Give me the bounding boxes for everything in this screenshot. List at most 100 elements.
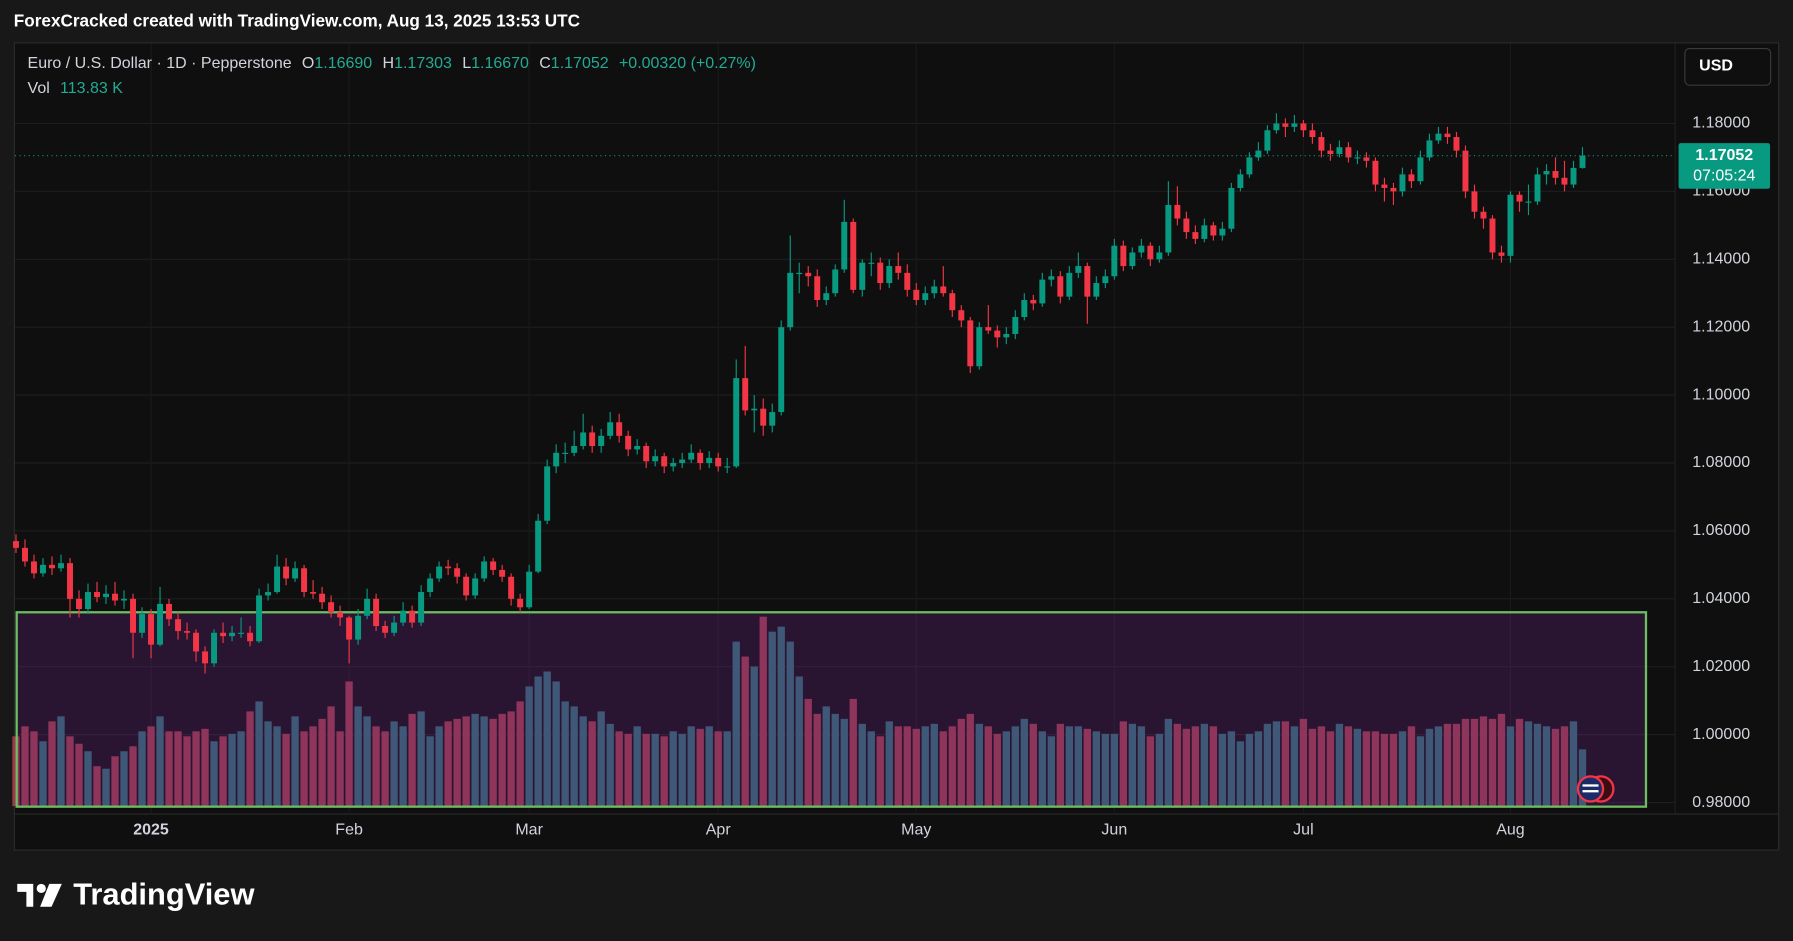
candle-body: [994, 330, 1001, 338]
candle-body: [814, 276, 821, 301]
candle-body: [301, 568, 308, 593]
volume-bar: [147, 726, 155, 807]
candle-body: [1210, 225, 1217, 236]
volume-bar: [876, 736, 884, 807]
candle-body: [625, 435, 632, 450]
volume-bar: [183, 736, 191, 807]
flag-stripe: [1582, 784, 1599, 787]
field-key: H: [383, 55, 395, 72]
candle-body: [850, 221, 857, 290]
volume-bar: [84, 751, 92, 807]
volume-bar: [1299, 718, 1308, 807]
y-tick-label: 1.04000: [1692, 590, 1750, 607]
volume-bar: [822, 706, 830, 807]
volume-bar: [534, 676, 542, 807]
volume-bar: [660, 736, 668, 807]
x-tick-label: Mar: [515, 821, 543, 838]
currency-button[interactable]: [1684, 48, 1772, 86]
candle-body: [1228, 187, 1235, 229]
volume-bar: [210, 741, 218, 807]
candle-body: [1570, 167, 1577, 185]
candle-body: [1201, 225, 1208, 239]
candle-body: [1444, 133, 1451, 138]
volume-bar: [1173, 723, 1182, 807]
candle-body: [823, 293, 830, 301]
candle-body: [940, 286, 947, 294]
volume-bar: [498, 713, 506, 807]
volume-bar: [273, 726, 281, 807]
volume-bar: [1209, 726, 1218, 807]
volume-bar: [1281, 721, 1290, 807]
candle-body: [1057, 276, 1064, 297]
volume-bar: [93, 766, 101, 807]
candle-body: [1354, 157, 1361, 159]
volume-bar: [426, 736, 434, 807]
volume-bar: [1236, 741, 1245, 807]
volume-bar: [1020, 718, 1028, 807]
volume-bar: [777, 626, 785, 807]
candle-body: [688, 452, 695, 460]
candle-body: [49, 564, 55, 569]
volume-bar: [1011, 726, 1019, 807]
candle-body: [598, 435, 605, 447]
volume-bar: [1389, 733, 1398, 807]
volume-value: 113.83 K: [60, 80, 123, 97]
candle-body: [436, 566, 443, 579]
field-key: O: [302, 55, 314, 72]
volume-bar: [1551, 728, 1560, 807]
candle-body: [1435, 133, 1442, 141]
candle-body: [490, 561, 497, 570]
volume-bar: [1407, 726, 1416, 807]
volume-bar: [1272, 721, 1281, 807]
volume-bar: [804, 698, 812, 807]
candle-body: [382, 625, 389, 633]
volume-bar: [129, 746, 137, 807]
volume-bar: [120, 751, 128, 807]
volume-bar: [939, 731, 947, 807]
volume-bar: [1056, 723, 1064, 807]
volume-bar: [894, 726, 902, 807]
candle-body: [1534, 174, 1541, 202]
candle-body: [571, 446, 578, 453]
volume-bar: [786, 641, 794, 807]
volume-bar: [1038, 731, 1046, 807]
y-tick-label: 1.10000: [1692, 386, 1750, 403]
volume-bar: [75, 743, 83, 807]
candle-body: [778, 327, 785, 413]
candle-body: [1273, 123, 1280, 131]
candle-body: [1345, 147, 1352, 158]
candle-body: [292, 568, 299, 579]
volume-bar: [1434, 726, 1443, 807]
candle-body: [832, 269, 839, 294]
volume-bar: [1344, 726, 1353, 807]
candle-body: [976, 327, 983, 367]
volume-bar: [1371, 731, 1380, 807]
volume-bar: [1074, 726, 1082, 807]
volume-bar: [1227, 731, 1236, 807]
candle-body: [355, 615, 362, 640]
candle-body: [22, 547, 28, 562]
x-tick-label: Feb: [335, 821, 363, 838]
candle-body: [1075, 266, 1082, 273]
volume-bar: [1497, 713, 1506, 807]
candle-body: [94, 592, 100, 598]
volume-bar: [480, 716, 488, 807]
volume-bar: [57, 716, 65, 807]
event-icons: [1576, 775, 1615, 803]
volume-bar: [930, 723, 938, 807]
candle-body: [346, 617, 353, 640]
volume-bar: [867, 731, 875, 807]
candle-body: [238, 632, 245, 634]
volume-bar: [1065, 726, 1073, 807]
volume-bar: [138, 731, 146, 807]
candle-body: [715, 457, 722, 467]
currency[interactable]: USD: [1699, 58, 1733, 75]
x-tick-label: 2025: [133, 821, 169, 838]
volume-bar: [1515, 718, 1524, 807]
candle-body: [1417, 157, 1424, 182]
volume-bar: [1092, 731, 1100, 807]
candle-body: [211, 632, 218, 664]
candle-body: [121, 598, 127, 601]
